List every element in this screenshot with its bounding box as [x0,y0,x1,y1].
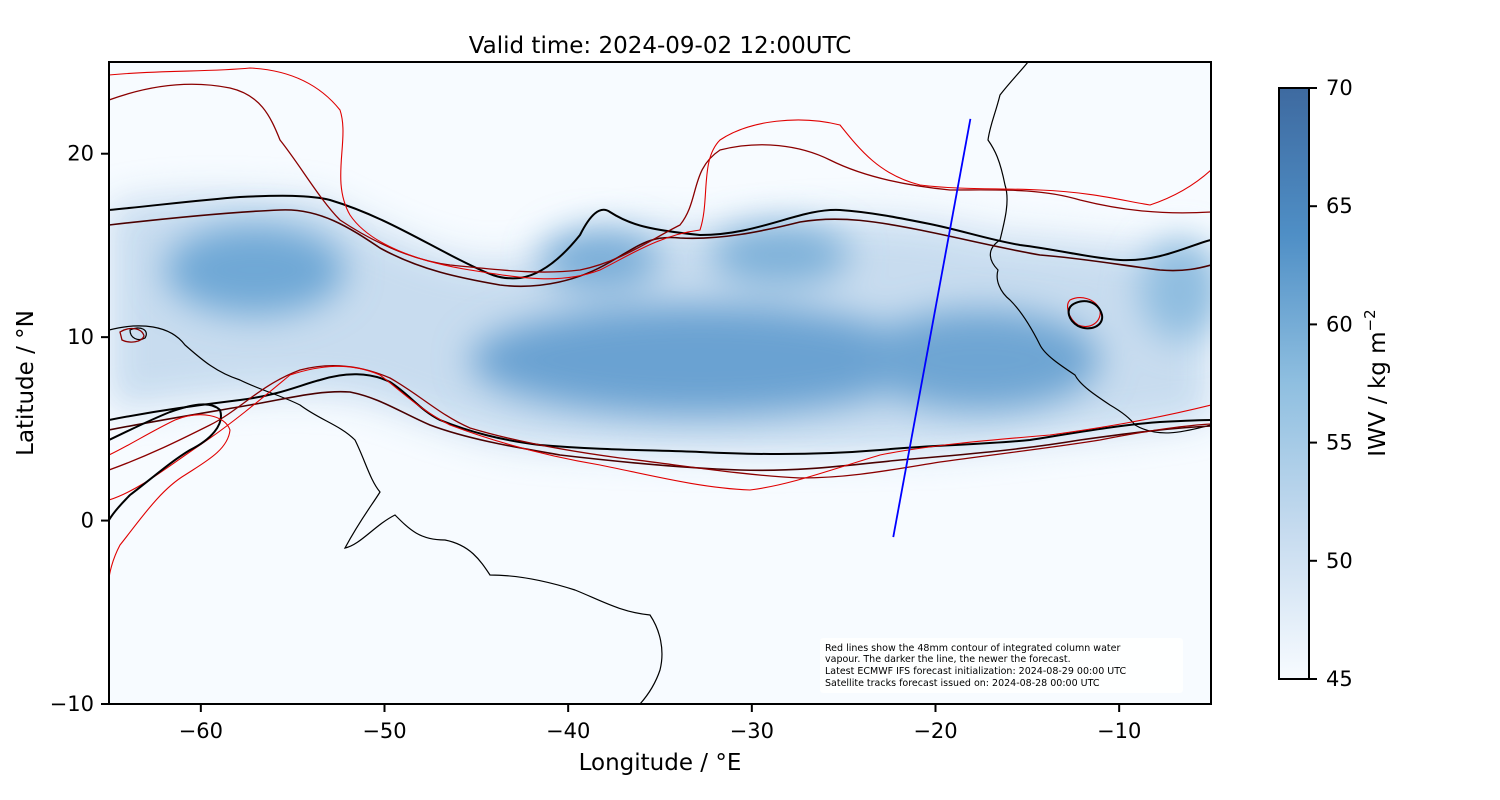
x-tick-label: −40 [546,719,590,743]
x-tick-label: −50 [362,719,406,743]
colorbar-label: IWV / kg m−2 [1361,309,1391,456]
contour-newest-north [109,194,1211,280]
iwv-contours [109,67,1211,581]
y-tick-label: 20 [67,142,94,166]
note-box: Red lines show the 48mm contour of integ… [820,638,1183,693]
contour-west-small [119,327,145,343]
colorbar-tick-label: 60 [1326,312,1353,336]
y-tick-label: 10 [67,325,94,349]
iwv-field [109,195,1211,454]
coastlines [109,62,1211,704]
colorbar-tick-label: 65 [1326,194,1353,218]
note-line-3: Latest ECMWF IFS forecast initialization… [825,666,1126,677]
contour-black-east-island [1067,300,1104,330]
contour-mid-south [109,364,1211,479]
iwv-core-center [470,305,930,415]
x-tick-label: −60 [179,719,223,743]
colorbar [1278,87,1310,680]
x-axis-ticks: −60 −50 −40 −30 −20 −10 [179,704,1141,743]
iwv-core-west [165,225,345,315]
contour-dark-south [109,390,1211,472]
note-line-4: Satellite tracks forecast issued on: 202… [825,678,1100,689]
contour-west-red-blob [109,414,231,581]
x-tick-label: −10 [1097,719,1141,743]
contour-red-south [109,365,1211,501]
colorbar-tick-label: 70 [1326,76,1353,100]
contour-red-north [109,67,1211,280]
x-tick-label: −30 [730,719,774,743]
colorbar-tick-label: 45 [1326,667,1353,691]
colorbar-tick-label: 50 [1326,549,1353,573]
y-axis-label: Latitude / °N [13,310,39,456]
satellite-track [892,118,972,538]
iwv-core-ne [710,225,850,285]
contour-newest-south [109,373,1211,456]
africa-coast [987,62,1211,434]
x-tick-label: −20 [913,719,957,743]
y-tick-label: −10 [50,692,94,716]
y-axis-ticks: −10 0 10 20 [50,142,109,716]
note-line-2: vapour. The darker the line, the newer t… [825,654,1071,665]
contour-dark-north [109,209,1211,288]
x-axis-label: Longitude / °E [579,750,742,776]
colorbar-ticks: 45 50 55 60 65 70 [1309,76,1353,691]
iwv-core-north [540,230,660,290]
south-america-coast [109,325,663,704]
iwv-core-east [860,310,1100,410]
caribbean-islands [129,327,147,341]
y-tick-label: 0 [81,509,94,533]
iwv-core-fareast [1140,240,1211,340]
contour-mid-north [109,83,1211,273]
contour-west-blob [109,403,222,521]
note-line-1: Red lines show the 48mm contour of integ… [825,643,1120,654]
plot-frame [108,61,1212,705]
map-title: Valid time: 2024-09-02 12:00UTC [469,33,852,59]
colorbar-tick-label: 55 [1326,431,1353,455]
